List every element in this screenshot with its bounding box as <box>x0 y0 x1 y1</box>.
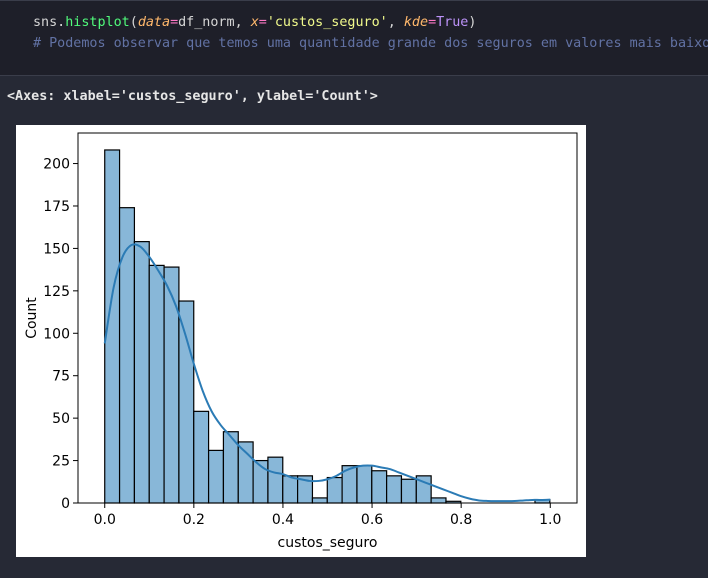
histogram-bar <box>207 449 225 504</box>
code-line-histplot: sns.histplot(data=df_norm, x='custos_seg… <box>33 14 476 32</box>
axes-frame <box>77 132 578 504</box>
code-arg-kde: kde <box>403 15 429 30</box>
code-module: sns. <box>33 15 66 30</box>
y-tick-label: 100 <box>43 326 70 342</box>
histogram-bar <box>282 475 299 504</box>
x-tick-label: 0.6 <box>361 512 383 528</box>
code-value-df: df_norm <box>178 15 235 30</box>
y-tick-label: 175 <box>43 199 70 215</box>
kde-curve <box>103 243 551 503</box>
y-tick-label: 0 <box>61 496 70 512</box>
code-function: histplot <box>65 15 130 30</box>
code-value-true: True <box>436 15 469 30</box>
y-axis-ticks: 0 25 50 75 100 125 150 175 200 <box>43 157 78 512</box>
histogram-bar <box>267 456 284 504</box>
plot-output: 0.0 0.2 0.4 0.6 0.8 1.0 0 25 50 75 100 125 150 175 20… <box>16 125 586 557</box>
x-tick-label: 0.4 <box>272 512 294 528</box>
histogram-bars <box>104 149 551 504</box>
histogram-bar <box>133 241 150 504</box>
y-tick-label: 200 <box>43 157 70 173</box>
code-arg-data: data <box>137 15 171 30</box>
histogram-bar <box>193 410 210 504</box>
y-tick-label: 50 <box>52 411 70 427</box>
code-paren-open: ( <box>129 15 138 30</box>
histogram-bar <box>118 207 136 504</box>
code-comment: # Podemos observar que temos uma quantid… <box>33 36 708 51</box>
code-value-column: 'custos_seguro' <box>266 15 388 30</box>
x-tick-label: 0.0 <box>94 512 116 528</box>
y-tick-label: 125 <box>43 284 70 300</box>
histogram-bar <box>311 497 328 504</box>
code-eq-2: = <box>258 15 267 30</box>
y-tick-label: 150 <box>43 241 70 257</box>
code-eq-1: = <box>170 15 179 30</box>
code-cell[interactable]: sns.histplot(data=df_norm, x='custos_seg… <box>0 0 708 76</box>
code-arg-x: x <box>250 15 259 30</box>
histogram-bar <box>430 497 447 504</box>
x-axis-ticks: 0.0 0.2 0.4 0.6 0.8 1.0 <box>94 503 561 528</box>
histogram-bar <box>326 476 343 504</box>
output-repr: <Axes: xlabel='custos_seguro', ylabel='C… <box>7 89 378 104</box>
x-tick-label: 1.0 <box>539 512 561 528</box>
histogram-bar <box>371 470 388 504</box>
y-tick-label: 25 <box>52 454 70 470</box>
histogram-bar <box>178 300 195 504</box>
code-sep-1: , <box>234 15 251 30</box>
histogram-bar <box>163 266 180 504</box>
histogram-bar <box>148 264 165 504</box>
code-paren-close: ) <box>468 15 477 30</box>
histogram-bar <box>400 478 417 504</box>
x-axis-label: custos_seguro <box>278 535 378 551</box>
x-tick-label: 0.8 <box>450 512 472 528</box>
x-tick-label: 0.2 <box>183 512 205 528</box>
histogram-bar <box>386 475 403 504</box>
y-axis-label: Count <box>24 297 40 339</box>
code-sep-2: , <box>387 15 404 30</box>
code-eq-3: = <box>428 15 437 30</box>
histogram-chart: 0.0 0.2 0.4 0.6 0.8 1.0 0 25 50 75 100 125 150 175 20… <box>24 132 578 551</box>
histogram-bar <box>356 465 373 504</box>
y-tick-label: 75 <box>52 369 70 385</box>
